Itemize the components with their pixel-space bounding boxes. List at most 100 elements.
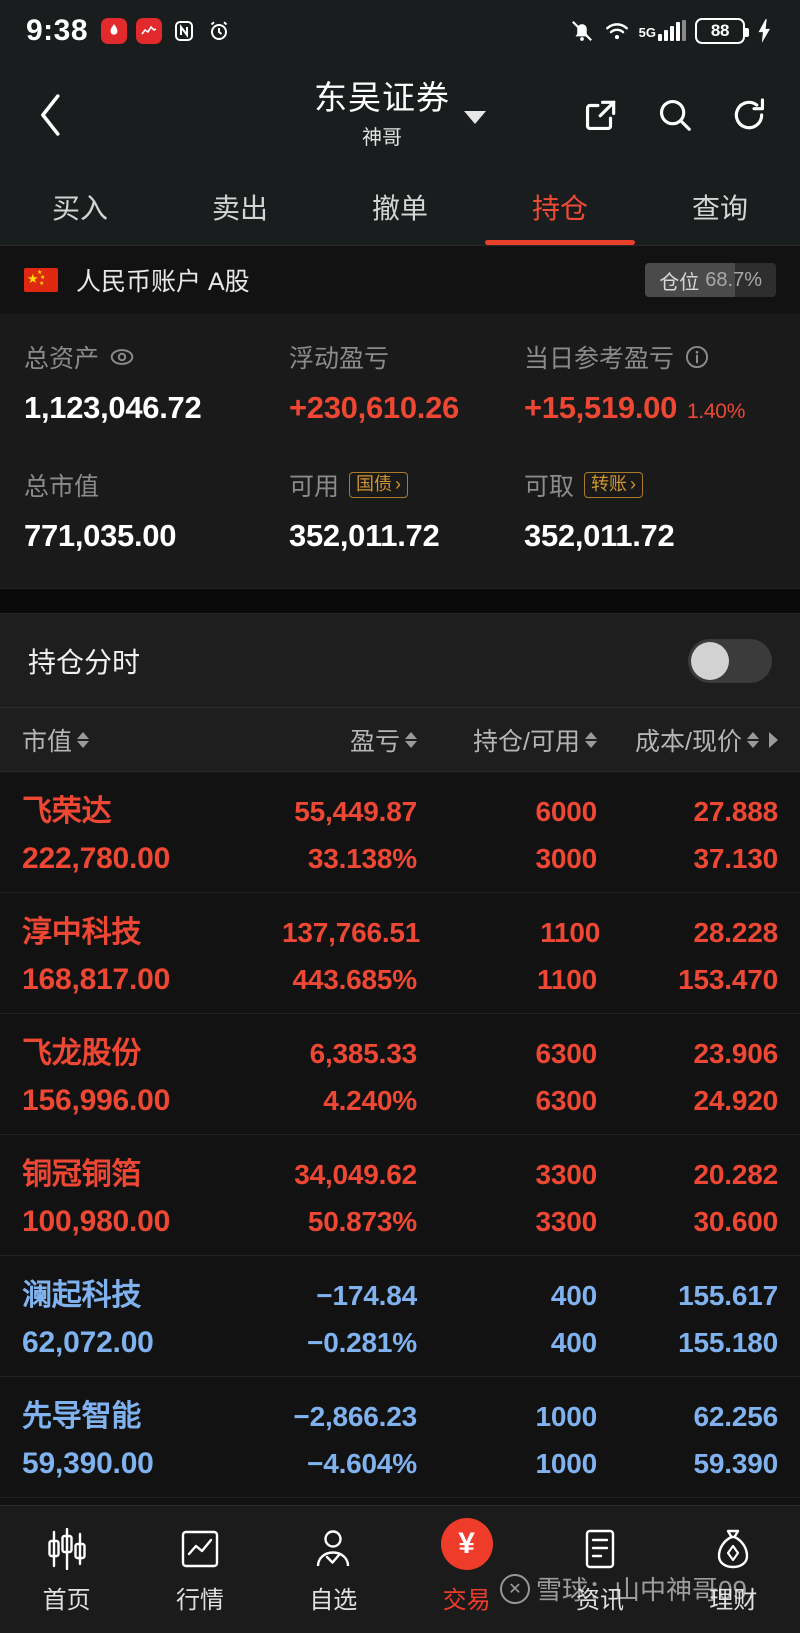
cell-price: 155.180	[678, 1327, 778, 1358]
cell-available: 3300	[535, 1206, 598, 1237]
account-row[interactable]: ★ ★ ★ ★ 人民币账户 A股 仓位 68.7%	[0, 246, 800, 314]
nav-item-news[interactable]: 资讯	[533, 1524, 666, 1615]
bond-chip-button[interactable]: 国债 ›	[349, 471, 409, 499]
cell-pnl: −174.84	[316, 1280, 417, 1311]
cell-market-value: 168,817.00	[22, 963, 171, 996]
total-market-value-label: 总市值	[24, 473, 100, 501]
header-pnl[interactable]: 盈亏	[282, 722, 417, 758]
cell-stock-name: 飞荣达	[22, 795, 112, 828]
cell-cost: 23.906	[693, 1038, 779, 1069]
withdrawable-cell: 可取 转账 › 352,011.72	[524, 466, 776, 554]
table-row-line-1: 先导智能 −2,866.23 1000 62.256	[22, 1391, 778, 1435]
cell-market-value: 156,996.00	[22, 1084, 171, 1117]
header-position-available[interactable]: 持仓/可用	[417, 722, 597, 758]
cell-price: 59.390	[693, 1448, 779, 1479]
daily-pnl-cell: 当日参考盈亏 +15,519.00 1.40%	[524, 338, 776, 426]
cell-market-value: 100,980.00	[22, 1205, 171, 1238]
nav-item-wealth[interactable]: 理财	[667, 1524, 800, 1615]
tab-query[interactable]: 查询	[691, 192, 748, 224]
table-row[interactable]: 淳中科技 137,766.51 1100 28.228 168,817.00 443.68…	[0, 893, 800, 1014]
chevron-right-icon: ›	[395, 473, 402, 494]
person-check-icon	[312, 1524, 354, 1570]
account-nickname: 神哥	[362, 126, 402, 149]
cell-available: 1100	[537, 964, 597, 995]
floating-pnl-label-group: 浮动盈亏	[289, 338, 524, 376]
asset-summary-panel: 总资产 1,123,046.72 浮动盈亏 +230,610.26 当日参考盈亏	[0, 314, 800, 588]
cell-market-value: 62,072.00	[22, 1326, 154, 1359]
table-row[interactable]: 铜冠铜箔 34,049.62 3300 20.282 100,980.00 50.873%…	[0, 1135, 800, 1256]
withdrawable-label-group: 可取 转账 ›	[524, 466, 776, 504]
tab-sell[interactable]: 卖出	[211, 192, 268, 224]
header-cost-price[interactable]: 成本/现价	[597, 722, 778, 758]
table-row-line-2: 168,817.00 443.685% 1100 153.470	[22, 963, 778, 997]
nav-item-market[interactable]: 行情	[133, 1524, 266, 1615]
cell-position: 6300	[535, 1038, 598, 1069]
intraday-chart-toggle[interactable]	[688, 638, 772, 683]
sort-icon	[77, 731, 90, 748]
cell-stock-name: 先导智能	[22, 1400, 142, 1433]
table-row[interactable]: 飞荣达 55,449.87 6000 27.888 222,780.00 33.138% 3…	[0, 772, 800, 893]
asset-row-2: 总市值 771,035.00 可用 国债 › 352,011.72 可取 转账 › …	[24, 466, 776, 554]
cell-available: 400	[550, 1327, 597, 1358]
tab-cancel-order[interactable]: 撤单	[371, 192, 428, 224]
info-icon[interactable]	[684, 344, 710, 370]
cell-pnl-percent: 50.873%	[307, 1206, 417, 1237]
header-pnl-label: 盈亏	[349, 727, 400, 756]
cell-position: 3300	[535, 1159, 598, 1190]
nav-item-trade[interactable]: ¥ 交易	[400, 1518, 533, 1615]
header-market-value[interactable]: 市值	[22, 722, 282, 758]
cell-market-value: 59,390.00	[22, 1447, 154, 1480]
sort-icon	[747, 731, 759, 748]
table-row[interactable]: 澜起科技 −174.84 400 155.617 62,072.00 −0.281% 400…	[0, 1256, 800, 1377]
total-assets-label: 总资产	[24, 345, 100, 373]
position-ratio-fill	[645, 263, 736, 297]
tab-buy[interactable]: 买入	[51, 192, 108, 224]
table-row[interactable]: 先导智能 −2,866.23 1000 62.256 59,390.00 −4.604% 1…	[0, 1377, 800, 1498]
withdrawable-value: 352,011.72	[524, 518, 675, 553]
cell-pnl-percent: 443.685%	[292, 964, 417, 995]
tab-positions[interactable]: 持仓	[480, 168, 640, 245]
caret-right-icon[interactable]	[769, 731, 778, 748]
total-market-value: 771,035.00	[24, 518, 177, 553]
transfer-chip-label: 转账	[591, 473, 628, 494]
money-bag-icon	[713, 1524, 753, 1570]
sort-icon	[585, 731, 597, 748]
share-icon[interactable]	[578, 92, 624, 138]
transfer-chip-button[interactable]: 转账 ›	[584, 471, 644, 499]
title-actions	[578, 92, 772, 138]
table-row-line-1: 澜起科技 −174.84 400 155.617	[22, 1270, 778, 1314]
eye-icon[interactable]	[109, 344, 135, 370]
caret-down-icon[interactable]	[464, 111, 486, 125]
daily-pnl-label-group: 当日参考盈亏	[524, 338, 776, 376]
floating-pnl-value: +230,610.26	[289, 390, 459, 425]
header-cost-price-label: 成本/现价	[635, 727, 742, 756]
page-title: 东吴证券	[314, 79, 450, 117]
wifi-icon	[604, 18, 630, 44]
signal-bars	[658, 20, 686, 41]
nav-item-home[interactable]: 首页	[0, 1524, 133, 1615]
available-label-group: 可用 国债 ›	[289, 466, 524, 504]
position-ratio-badge: 仓位 68.7%	[645, 263, 776, 297]
cell-pnl: 55,449.87	[294, 796, 417, 827]
nav-label-wealth: 理财	[709, 1587, 758, 1614]
total-assets-value: 1,123,046.72	[24, 390, 202, 425]
floating-pnl-cell: 浮动盈亏 +230,610.26	[289, 338, 524, 426]
nav-label-home: 首页	[42, 1587, 91, 1614]
back-button[interactable]	[28, 92, 74, 138]
search-icon[interactable]	[652, 92, 698, 138]
xueqiu-logo-icon: ✕	[500, 1573, 530, 1604]
refresh-icon[interactable]	[726, 92, 772, 138]
available-cell: 可用 国债 › 352,011.72	[289, 466, 524, 554]
cell-pnl-percent: −4.604%	[307, 1448, 417, 1479]
status-time: 9:38	[26, 14, 89, 47]
table-row[interactable]: 飞龙股份 6,385.33 6300 23.906 156,996.00 4.240% 63…	[0, 1014, 800, 1135]
nav-label-trade: 交易	[442, 1587, 491, 1614]
intraday-chart-row: 持仓分时	[0, 614, 800, 708]
status-bar-right: 5G 88	[569, 18, 774, 44]
table-row-line-1: 飞荣达 55,449.87 6000 27.888	[22, 786, 778, 830]
cell-pnl: 6,385.33	[309, 1038, 418, 1069]
cell-pnl: 137,766.51	[282, 917, 421, 948]
daily-pnl-percent: 1.40%	[687, 400, 746, 423]
nav-label-watchlist: 自选	[309, 1587, 358, 1614]
nav-item-watchlist[interactable]: 自选	[267, 1524, 400, 1615]
